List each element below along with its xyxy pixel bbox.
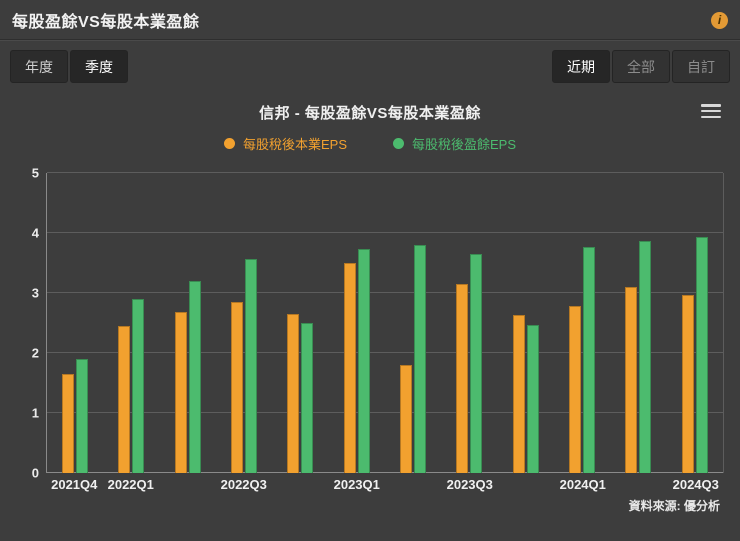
x-tick-label [611, 477, 668, 495]
bar[interactable] [512, 315, 525, 473]
bar[interactable] [569, 306, 582, 473]
bar[interactable] [470, 254, 483, 473]
bar-group [441, 173, 497, 473]
bar-group [329, 173, 385, 473]
bar-group [554, 173, 610, 473]
range-button-group: 近期 全部 自訂 [552, 50, 730, 83]
x-tick-label [159, 477, 216, 495]
bar-group [498, 173, 554, 473]
bars-layer [47, 173, 723, 473]
bar[interactable] [287, 314, 300, 473]
bar[interactable] [231, 302, 244, 473]
gridline [47, 232, 723, 233]
y-tick-label: 4 [31, 225, 39, 241]
bar[interactable] [76, 359, 89, 473]
quarterly-button[interactable]: 季度 [70, 50, 128, 83]
bar[interactable] [456, 284, 469, 473]
x-tick-label: 2024Q1 [559, 477, 606, 492]
bar[interactable] [174, 312, 187, 473]
toolbar: 年度 季度 近期 全部 自訂 [0, 40, 740, 91]
gridline [47, 412, 723, 413]
legend-item[interactable]: 每股稅後本業EPS [223, 134, 347, 153]
bar-group [103, 173, 159, 473]
chart-card: 信邦 - 每股盈餘VS每股本業盈餘 每股稅後本業EPS 每股稅後盈餘EPS 0 1 2… [0, 91, 740, 514]
bar-group [610, 173, 666, 473]
x-tick-label: 2024Q3 [672, 477, 719, 492]
bar-group [667, 173, 723, 473]
bar[interactable] [132, 299, 145, 473]
all-button[interactable]: 全部 [612, 50, 670, 83]
bar[interactable] [639, 240, 652, 473]
gridline [47, 472, 723, 473]
bar[interactable] [343, 263, 356, 473]
bar[interactable] [118, 326, 131, 473]
y-tick-label: 3 [31, 285, 39, 301]
y-tick-label: 1 [31, 405, 39, 421]
bar-group [47, 173, 103, 473]
gridline [47, 292, 723, 293]
x-tick-label: 2022Q3 [220, 477, 267, 492]
bar[interactable] [188, 281, 201, 473]
page-title: 每股盈餘VS每股本業盈餘 [12, 14, 200, 31]
bar[interactable] [695, 237, 708, 473]
chart-legend: 每股稅後本業EPS 每股稅後盈餘EPS [10, 127, 730, 159]
legend-item[interactable]: 每股稅後盈餘EPS [393, 134, 516, 153]
recent-button[interactable]: 近期 [552, 50, 610, 83]
info-icon[interactable]: i [711, 11, 728, 29]
gridline [47, 172, 723, 173]
chart-header: 信邦 - 每股盈餘VS每股本業盈餘 [10, 97, 730, 127]
legend-label: 每股稅後盈餘EPS [412, 136, 517, 152]
annual-button[interactable]: 年度 [10, 50, 68, 83]
legend-label: 每股稅後本業EPS [242, 136, 347, 152]
legend-dot-icon [393, 137, 404, 149]
bar-group [216, 173, 272, 473]
y-tick-label: 5 [31, 165, 39, 181]
bar-group [385, 173, 441, 473]
legend-dot-icon [223, 137, 235, 149]
y-tick-label: 2 [31, 345, 39, 361]
chart-title: 信邦 - 每股盈餘VS每股本業盈餘 [259, 104, 481, 122]
x-tick-label: 2023Q1 [333, 477, 380, 492]
page-header: 每股盈餘VS每股本業盈餘 i [0, 0, 740, 40]
period-button-group: 年度 季度 [10, 50, 128, 83]
bar[interactable] [301, 323, 314, 473]
bar[interactable] [681, 294, 694, 473]
bar[interactable] [414, 245, 427, 473]
hamburger-menu-icon[interactable] [700, 101, 722, 121]
data-source: 資料來源: 優分析 [628, 499, 720, 513]
bar-group [272, 173, 328, 473]
x-tick-label: 2023Q3 [446, 477, 493, 492]
bar[interactable] [526, 324, 539, 473]
bar-group [160, 173, 216, 473]
plot-area: 0 1 2 3 4 5 [32, 166, 724, 481]
x-tick-label [498, 477, 555, 495]
x-tick-label: 2022Q1 [107, 477, 154, 492]
bar[interactable] [583, 246, 596, 473]
app-root: 每股盈餘VS每股本業盈餘 i 年度 季度 近期 全部 自訂 信邦 - 每股盈餘V… [0, 0, 740, 514]
bar[interactable] [245, 258, 258, 473]
bar[interactable] [400, 365, 413, 473]
bar[interactable] [62, 374, 75, 473]
x-tick-label [385, 477, 442, 495]
custom-button[interactable]: 自訂 [672, 50, 730, 83]
y-tick-label: 0 [31, 465, 39, 481]
bar[interactable] [625, 287, 638, 473]
x-tick-label: 2021Q4 [51, 477, 98, 492]
bar[interactable] [357, 249, 370, 473]
x-tick-label [272, 477, 329, 495]
x-axis-labels: 2021Q4 2022Q1 2022Q3 2023Q1 2023Q3 2024Q1 2024… [46, 477, 724, 495]
gridline [47, 352, 723, 353]
